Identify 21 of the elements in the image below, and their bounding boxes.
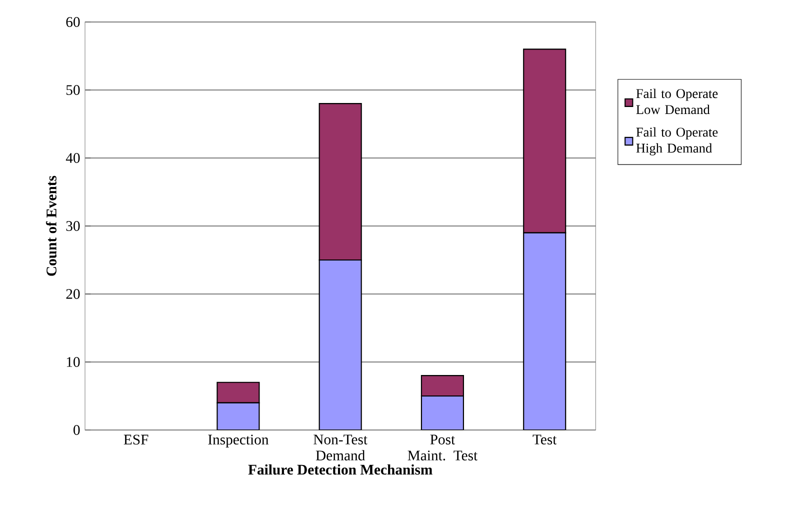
y-tick-label: 30 [66, 221, 80, 231]
y-tick-label: 60 [66, 17, 80, 27]
bar [420, 375, 464, 397]
y-tick-label: 50 [66, 85, 80, 95]
y-tick-label: 10 [66, 357, 80, 367]
bar [420, 395, 464, 430]
y-tick-label: 0 [74, 425, 80, 435]
x-tick-label: Test [532, 434, 557, 444]
bar [523, 232, 566, 430]
y-axis-title: Count of Events [46, 176, 56, 276]
legend-label: Fail to Operate Low Demand [636, 88, 718, 114]
bar [216, 402, 260, 430]
x-tick-label: Non-Test Demand [314, 434, 368, 460]
x-tick-label: Inspection [208, 434, 269, 448]
legend-label: Fail to Operate High Demand [636, 127, 718, 156]
y-tick-label: 40 [66, 153, 80, 163]
x-tick-label: Post Maint. Test [408, 434, 478, 461]
x-axis-title: Failure Detection Mechanism [248, 464, 432, 475]
x-tick-label: ESF [124, 434, 148, 445]
y-tick-label: 20 [66, 289, 80, 299]
bar [318, 259, 362, 430]
